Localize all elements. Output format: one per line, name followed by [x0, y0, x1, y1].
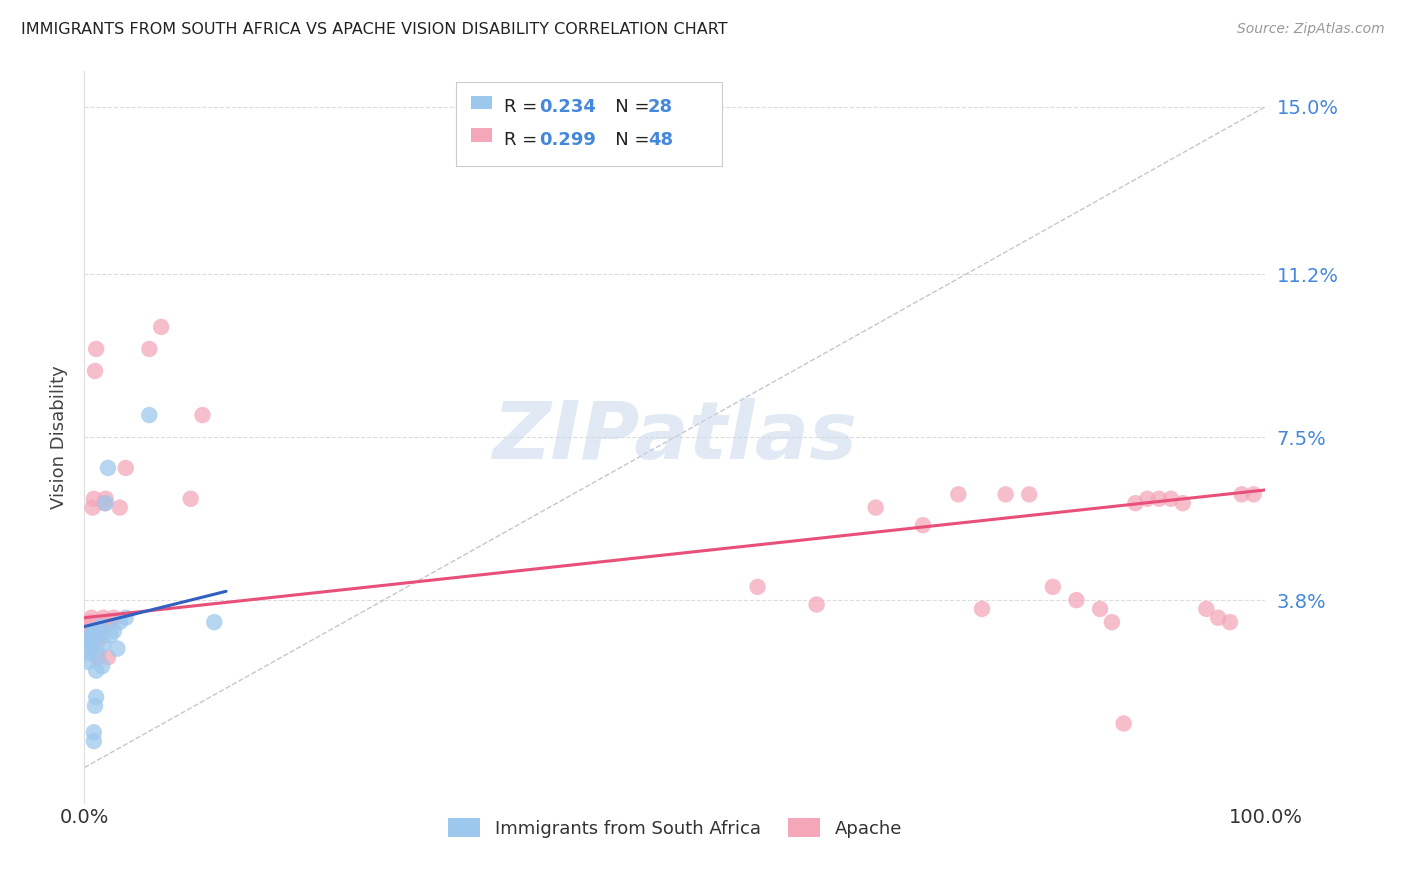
Point [107, 641, 129, 656]
Point [84, 342, 107, 356]
Point [1112, 716, 1135, 731]
Text: ZIPatlas: ZIPatlas [492, 398, 858, 476]
Point [80, 611, 103, 625]
Point [98, 628, 121, 642]
Point [1136, 491, 1159, 506]
Point [994, 487, 1017, 501]
Text: 48: 48 [648, 130, 673, 149]
Text: Source: ZipAtlas.com: Source: ZipAtlas.com [1237, 22, 1385, 37]
Point [91, 637, 114, 651]
Point [97, 461, 120, 475]
Point [82, 500, 104, 515]
Point [114, 611, 136, 625]
Point [79, 641, 101, 656]
Point [948, 487, 970, 501]
Point [84, 664, 107, 678]
Y-axis label: Vision Disability: Vision Disability [49, 365, 67, 509]
Point [1066, 593, 1088, 607]
Point [103, 611, 125, 625]
Text: 0.234: 0.234 [538, 98, 596, 117]
Point [138, 342, 160, 356]
Point [202, 615, 225, 629]
Point [83, 725, 105, 739]
Text: R =: R = [503, 98, 543, 117]
Point [77, 646, 100, 660]
Point [84, 690, 107, 704]
Point [865, 500, 887, 515]
Point [77, 655, 100, 669]
Point [806, 598, 828, 612]
Point [94, 496, 117, 510]
Text: N =: N = [598, 98, 655, 117]
Point [1018, 487, 1040, 501]
Text: R =: R = [503, 130, 543, 149]
Point [1195, 602, 1218, 616]
Point [1160, 491, 1182, 506]
Point [79, 637, 101, 651]
Point [90, 619, 112, 633]
Point [87, 632, 110, 647]
Point [91, 615, 114, 629]
Text: IMMIGRANTS FROM SOUTH AFRICA VS APACHE VISION DISABILITY CORRELATION CHART: IMMIGRANTS FROM SOUTH AFRICA VS APACHE V… [21, 22, 728, 37]
Point [91, 611, 114, 625]
Point [90, 619, 112, 633]
Text: N =: N = [598, 130, 655, 149]
FancyBboxPatch shape [457, 82, 723, 167]
Point [82, 624, 104, 638]
Point [1125, 496, 1147, 510]
Text: 28: 28 [648, 98, 673, 117]
Point [1206, 611, 1229, 625]
Point [114, 461, 136, 475]
Point [77, 624, 100, 638]
Point [84, 698, 107, 713]
Point [911, 518, 934, 533]
Point [108, 615, 131, 629]
Point [1147, 491, 1170, 506]
Point [97, 650, 120, 665]
Point [91, 659, 114, 673]
Point [1088, 602, 1111, 616]
Point [89, 624, 111, 638]
Point [98, 615, 121, 629]
Point [93, 496, 115, 510]
Point [87, 628, 110, 642]
FancyBboxPatch shape [471, 96, 492, 110]
FancyBboxPatch shape [471, 128, 492, 142]
Point [108, 500, 131, 515]
Point [79, 615, 101, 629]
Point [94, 491, 117, 506]
Point [83, 734, 105, 748]
Point [970, 602, 993, 616]
Point [747, 580, 769, 594]
Point [89, 628, 111, 642]
Point [1101, 615, 1123, 629]
Point [103, 624, 125, 638]
Point [1219, 615, 1241, 629]
Legend: Immigrants from South Africa, Apache: Immigrants from South Africa, Apache [440, 811, 910, 845]
Point [82, 628, 104, 642]
Point [138, 408, 160, 422]
Point [1042, 580, 1064, 594]
Point [86, 646, 108, 660]
Point [80, 628, 103, 642]
Point [1171, 496, 1194, 510]
Point [83, 491, 105, 506]
Point [80, 632, 103, 647]
Text: 0.299: 0.299 [538, 130, 596, 149]
Point [77, 619, 100, 633]
Point [150, 320, 173, 334]
Point [1243, 487, 1265, 501]
Point [86, 650, 108, 665]
Point [1230, 487, 1253, 501]
Point [180, 491, 202, 506]
Point [84, 364, 107, 378]
Point [191, 408, 214, 422]
